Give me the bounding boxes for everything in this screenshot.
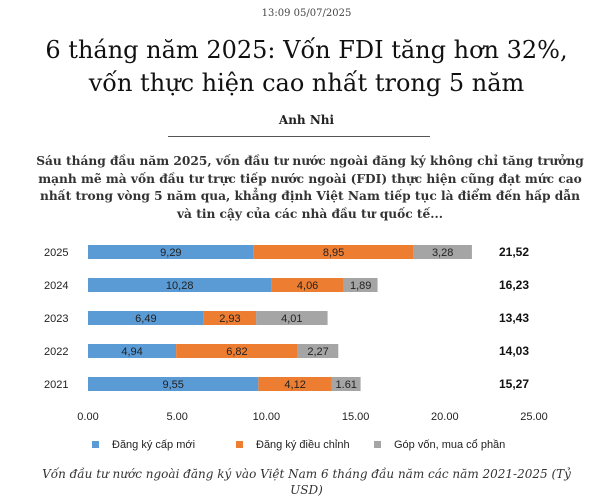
bar-segment: [203, 311, 257, 325]
bar-segment: [343, 278, 378, 292]
bar-segment: [88, 278, 272, 292]
bar-segment: [297, 344, 339, 358]
bar-segment: [88, 344, 177, 358]
x-tick-label: 5.00: [166, 411, 187, 423]
data-label: 6,82: [226, 346, 247, 358]
x-tick-label: 20.00: [431, 411, 459, 423]
x-tick-label: 10.00: [253, 411, 281, 423]
legend-swatch: [374, 441, 381, 448]
data-label: 9,29: [160, 247, 181, 259]
x-tick-label: 15.00: [342, 411, 370, 423]
data-label: 4,12: [284, 379, 305, 391]
data-label: 1.61: [336, 379, 357, 391]
y-tick-label: 2025: [44, 247, 68, 259]
bar-segment: [176, 344, 298, 358]
bar-segment: [88, 245, 254, 259]
bar-segment: [331, 377, 361, 391]
data-label: 8,95: [323, 247, 344, 259]
bar-segment: [88, 311, 204, 325]
x-tick-label: 0.00: [77, 411, 98, 423]
data-label: 2,93: [219, 313, 240, 325]
article-sapo: Sáu tháng đầu năm 2025, vốn đầu tư nước …: [36, 154, 584, 221]
bar-segment: [258, 377, 332, 391]
y-tick-label: 2024: [44, 280, 68, 292]
legend-swatch: [92, 441, 99, 448]
timestamp: 13:09 05/07/2025: [261, 8, 352, 19]
total-label: 16,23: [499, 278, 529, 292]
bar-segment: [413, 245, 472, 259]
y-tick-label: 2023: [44, 313, 68, 325]
data-label: 2,27: [307, 346, 328, 358]
bar-segment: [256, 311, 328, 325]
legend-label: Góp vốn, mua cổ phần: [394, 439, 505, 451]
total-label: 13,43: [499, 311, 529, 325]
data-label: 4,01: [281, 313, 302, 325]
legend-label: Đăng ký cấp mới: [112, 439, 195, 451]
x-tick-label: 25.00: [520, 411, 548, 423]
data-label: 4,94: [121, 346, 142, 358]
total-label: 15,27: [499, 377, 529, 391]
data-label: 6,49: [135, 313, 156, 325]
y-tick-label: 2022: [44, 346, 68, 358]
author-name[interactable]: Anh Nhi: [278, 113, 335, 127]
bar-segment: [271, 278, 344, 292]
headline: 6 tháng năm 2025: Vốn FDI tăng hơn 32%, …: [45, 36, 568, 97]
total-label: 14,03: [499, 344, 529, 358]
author-divider: [168, 136, 430, 137]
data-label: 3,28: [432, 247, 453, 259]
y-tick-label: 2021: [44, 379, 68, 391]
bar-segment: [253, 245, 414, 259]
data-label: 10,28: [166, 280, 194, 292]
total-label: 21,52: [499, 245, 529, 259]
fdi-stacked-bar-chart: 2025 9,29 8,95 3,28 21,52 2024 10,28 4,06 1,89 16…: [44, 245, 548, 451]
legend-swatch: [236, 441, 243, 448]
legend-label: Đăng ký điều chỉnh: [256, 439, 350, 451]
data-label: 4,06: [297, 280, 318, 292]
data-label: 1,89: [350, 280, 371, 292]
data-label: 9,55: [162, 379, 183, 391]
chart-caption: Vốn đầu tư nước ngoài đăng ký vào Việt N…: [42, 467, 571, 497]
bar-segment: [88, 377, 259, 391]
